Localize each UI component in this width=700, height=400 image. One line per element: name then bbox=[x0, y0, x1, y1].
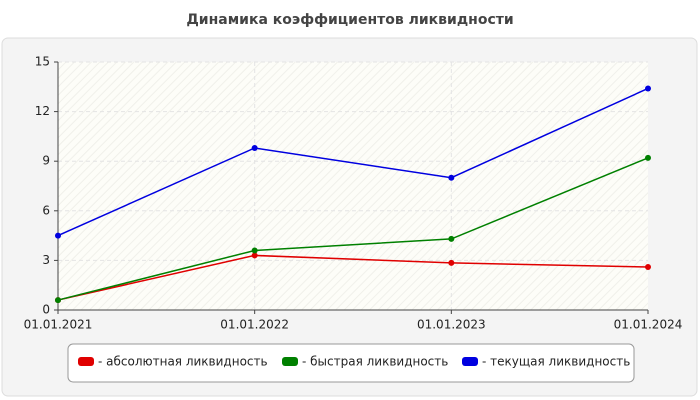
y-tick-label: 6 bbox=[42, 203, 50, 217]
x-tick-label: 01.01.2021 bbox=[24, 318, 93, 332]
data-point bbox=[251, 252, 258, 259]
plot-area bbox=[58, 62, 648, 310]
data-point bbox=[55, 232, 61, 239]
x-tick-label: 01.01.2022 bbox=[220, 318, 289, 332]
chart-title: Динамика коэффициентов ликвидности bbox=[186, 12, 513, 28]
legend-swatch bbox=[282, 357, 298, 366]
data-point bbox=[251, 247, 258, 254]
legend-swatch bbox=[78, 357, 94, 366]
series-line bbox=[57, 254, 649, 301]
data-point bbox=[55, 297, 61, 304]
data-point bbox=[645, 154, 651, 161]
legend-label: - быстрая ликвидность bbox=[302, 355, 448, 369]
legend-swatch bbox=[462, 357, 478, 366]
series-line bbox=[57, 157, 649, 301]
data-point bbox=[645, 85, 651, 92]
y-tick-label: 9 bbox=[42, 154, 50, 168]
x-tick-label: 01.01.2024 bbox=[614, 318, 683, 332]
data-point bbox=[448, 174, 455, 181]
y-tick-label: 12 bbox=[35, 104, 50, 118]
legend-label: - абсолютная ликвидность bbox=[98, 355, 268, 369]
data-point bbox=[645, 264, 651, 271]
legend bbox=[67, 343, 635, 383]
data-point bbox=[448, 259, 455, 266]
y-tick-label: 15 bbox=[35, 55, 50, 69]
y-tick-label: 3 bbox=[42, 253, 50, 267]
x-tick-label: 01.01.2023 bbox=[417, 318, 486, 332]
legend-label: - текущая ликвидность bbox=[482, 355, 630, 369]
y-tick-label: 0 bbox=[42, 303, 50, 317]
data-point bbox=[251, 144, 258, 151]
data-point bbox=[448, 235, 455, 242]
series-line bbox=[57, 87, 649, 237]
